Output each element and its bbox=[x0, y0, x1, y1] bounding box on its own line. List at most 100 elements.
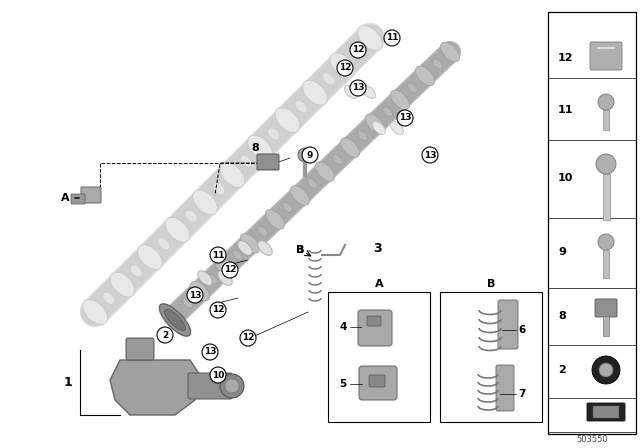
Circle shape bbox=[598, 234, 614, 250]
Ellipse shape bbox=[330, 53, 355, 78]
Bar bbox=[603, 316, 609, 336]
Ellipse shape bbox=[316, 162, 335, 181]
FancyBboxPatch shape bbox=[587, 403, 625, 421]
Text: 5: 5 bbox=[339, 379, 347, 389]
Text: 11: 11 bbox=[386, 34, 398, 43]
Text: 12: 12 bbox=[242, 333, 254, 343]
Ellipse shape bbox=[415, 66, 435, 86]
Circle shape bbox=[422, 147, 438, 163]
Ellipse shape bbox=[340, 138, 360, 157]
Text: B: B bbox=[296, 245, 304, 255]
Circle shape bbox=[220, 374, 244, 398]
Ellipse shape bbox=[333, 155, 342, 164]
Ellipse shape bbox=[207, 274, 218, 284]
Ellipse shape bbox=[358, 26, 382, 50]
Ellipse shape bbox=[362, 86, 376, 99]
Circle shape bbox=[187, 287, 203, 303]
Ellipse shape bbox=[291, 185, 310, 205]
FancyBboxPatch shape bbox=[126, 338, 154, 360]
Ellipse shape bbox=[193, 190, 218, 215]
Ellipse shape bbox=[390, 90, 410, 110]
Circle shape bbox=[592, 356, 620, 384]
Ellipse shape bbox=[166, 305, 184, 325]
Circle shape bbox=[302, 147, 318, 163]
Ellipse shape bbox=[220, 163, 245, 187]
Text: 1: 1 bbox=[63, 375, 72, 388]
Circle shape bbox=[222, 262, 238, 278]
Ellipse shape bbox=[258, 226, 268, 236]
Text: 13: 13 bbox=[189, 290, 201, 300]
Bar bbox=[548, 12, 636, 434]
Ellipse shape bbox=[103, 293, 115, 304]
Bar bbox=[602, 174, 609, 220]
Ellipse shape bbox=[216, 258, 234, 277]
Text: B: B bbox=[487, 279, 495, 289]
Ellipse shape bbox=[258, 241, 272, 255]
FancyBboxPatch shape bbox=[590, 42, 622, 70]
Text: 9: 9 bbox=[307, 151, 313, 159]
Text: 12: 12 bbox=[558, 53, 573, 63]
Ellipse shape bbox=[268, 128, 280, 140]
Circle shape bbox=[596, 154, 616, 174]
Circle shape bbox=[210, 247, 226, 263]
Bar bbox=[328, 292, 430, 422]
Text: 9: 9 bbox=[558, 247, 566, 257]
Text: A: A bbox=[374, 279, 383, 289]
Ellipse shape bbox=[198, 271, 212, 285]
Text: 12: 12 bbox=[339, 64, 351, 73]
FancyBboxPatch shape bbox=[188, 373, 232, 399]
Ellipse shape bbox=[213, 183, 225, 194]
Ellipse shape bbox=[266, 210, 285, 229]
Ellipse shape bbox=[182, 298, 193, 308]
Ellipse shape bbox=[138, 245, 163, 270]
FancyBboxPatch shape bbox=[369, 375, 385, 387]
Text: 7: 7 bbox=[518, 389, 525, 399]
FancyBboxPatch shape bbox=[359, 366, 397, 400]
Text: 503550: 503550 bbox=[576, 435, 608, 444]
Bar bbox=[603, 250, 609, 278]
Ellipse shape bbox=[344, 86, 358, 99]
Ellipse shape bbox=[241, 155, 252, 167]
Bar bbox=[603, 110, 609, 130]
Ellipse shape bbox=[440, 42, 460, 62]
Circle shape bbox=[157, 327, 173, 343]
Text: 10: 10 bbox=[558, 173, 573, 183]
Ellipse shape bbox=[164, 309, 186, 331]
Text: A: A bbox=[61, 193, 69, 203]
Ellipse shape bbox=[296, 101, 307, 112]
Circle shape bbox=[384, 30, 400, 46]
Circle shape bbox=[599, 363, 613, 377]
Ellipse shape bbox=[241, 233, 260, 253]
Ellipse shape bbox=[218, 271, 232, 285]
Ellipse shape bbox=[110, 272, 135, 297]
FancyBboxPatch shape bbox=[595, 299, 617, 317]
Ellipse shape bbox=[365, 114, 385, 134]
Ellipse shape bbox=[323, 73, 335, 85]
Ellipse shape bbox=[248, 135, 273, 160]
Ellipse shape bbox=[433, 59, 442, 69]
Circle shape bbox=[298, 148, 312, 162]
Text: 10: 10 bbox=[212, 370, 224, 379]
Circle shape bbox=[337, 60, 353, 76]
FancyBboxPatch shape bbox=[71, 194, 85, 204]
Ellipse shape bbox=[233, 250, 243, 260]
Ellipse shape bbox=[308, 179, 317, 189]
Circle shape bbox=[225, 379, 239, 393]
Text: 8: 8 bbox=[251, 143, 259, 153]
Ellipse shape bbox=[159, 304, 191, 336]
Ellipse shape bbox=[237, 241, 252, 255]
Ellipse shape bbox=[358, 131, 367, 141]
Ellipse shape bbox=[390, 121, 403, 134]
Ellipse shape bbox=[83, 300, 108, 324]
Text: 4: 4 bbox=[339, 322, 347, 332]
Circle shape bbox=[210, 302, 226, 318]
Text: B: B bbox=[296, 245, 304, 255]
Circle shape bbox=[210, 367, 226, 383]
FancyBboxPatch shape bbox=[81, 187, 101, 203]
Ellipse shape bbox=[283, 202, 292, 212]
Circle shape bbox=[350, 80, 366, 96]
Text: 8: 8 bbox=[558, 311, 566, 321]
FancyBboxPatch shape bbox=[367, 316, 381, 326]
Circle shape bbox=[350, 42, 366, 58]
Text: 13: 13 bbox=[424, 151, 436, 159]
